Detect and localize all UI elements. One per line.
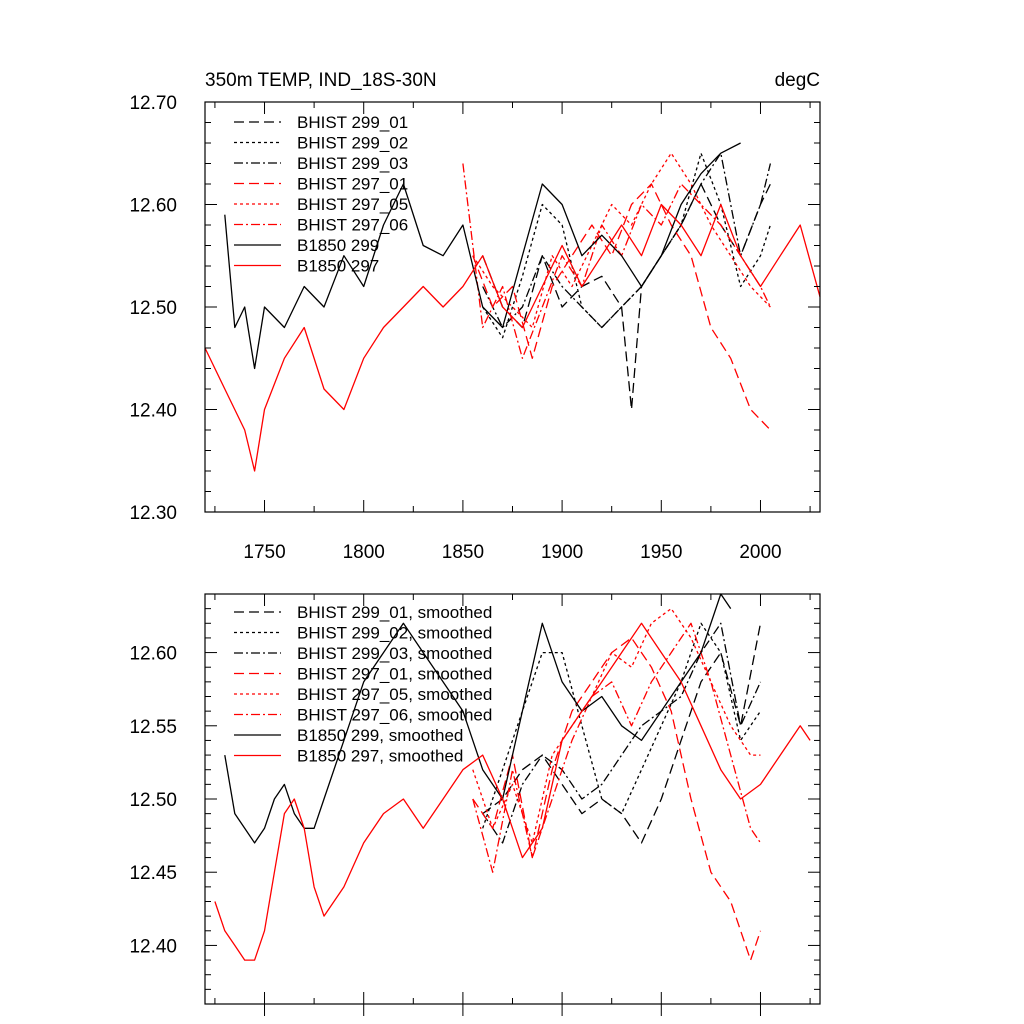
bottom-ytick-label: 12.45 xyxy=(129,863,177,884)
bottom-legend-label: BHIST 297_05, smoothed xyxy=(297,685,492,704)
bottom-legend-label: BHIST 297_01, smoothed xyxy=(297,665,492,684)
bottom-legend-label: BHIST 297_06, smoothed xyxy=(297,706,492,725)
top-panel-units: degC xyxy=(775,70,820,91)
top-ytick-label: 12.60 xyxy=(129,196,177,217)
top-legend-label: BHIST 299_03 xyxy=(297,154,408,173)
top-series-2-line xyxy=(482,152,772,329)
top-series-4-line xyxy=(472,152,771,329)
top-series-7-line xyxy=(204,203,821,472)
bottom-ytick-label: 12.40 xyxy=(129,936,177,957)
bottom-ytick-label: 12.55 xyxy=(129,717,177,738)
bottom-series-6-line xyxy=(224,593,732,844)
bottom-panel-legend: BHIST 299_01, smoothed BHIST 299_02, smoo… xyxy=(234,603,492,766)
bottom-panel-ticks: 12.40 12.45 12.50 12.55 12.60 xyxy=(129,593,820,1016)
bottom-series-2-line xyxy=(482,622,762,844)
bottom-ytick-label: 12.50 xyxy=(129,790,177,811)
top-legend-label: BHIST 297_01 xyxy=(297,175,408,194)
top-legend-label: BHIST 297_05 xyxy=(297,195,408,214)
bottom-legend-label: BHIST 299_01, smoothed xyxy=(297,603,492,622)
bottom-legend-label: BHIST 299_03, smoothed xyxy=(297,644,492,663)
top-xtick-label: 1950 xyxy=(640,542,682,563)
bottom-series-1-line xyxy=(482,622,762,829)
top-series-3-line xyxy=(472,183,771,431)
top-xtick-label: 1750 xyxy=(243,542,285,563)
top-legend-label: BHIST 299_01 xyxy=(297,113,408,132)
top-series-1-line xyxy=(482,152,772,339)
bottom-series-0-line xyxy=(482,623,762,844)
bottom-series-5-line xyxy=(472,622,762,873)
top-series-6-line xyxy=(224,142,741,370)
top-legend-label: B1850 297 xyxy=(297,257,379,276)
bottom-legend-label: B1850 299, smoothed xyxy=(297,726,463,745)
bottom-ytick-label: 12.60 xyxy=(129,644,177,665)
top-panel-title: 350m TEMP, IND_18S-30N xyxy=(205,70,437,91)
top-xtick-label: 1850 xyxy=(442,542,484,563)
bottom-legend-label: BHIST 299_02, smoothed xyxy=(297,624,492,643)
bottom-panel-series-group xyxy=(214,593,811,961)
top-ytick-label: 12.70 xyxy=(129,93,177,114)
top-panel-ticks: 1750 1800 1850 1900 1950 2000 12.30 12.40 12.50 1… xyxy=(129,93,820,563)
top-legend-label: BHIST 299_02 xyxy=(297,134,408,153)
top-panel: 1750 1800 1850 1900 1950 2000 12.30 12.40 12.50 1… xyxy=(129,70,821,563)
top-panel-series-group xyxy=(204,142,821,472)
bottom-legend-label: B1850 297, smoothed xyxy=(297,747,463,766)
top-ytick-label: 12.50 xyxy=(129,298,177,319)
top-legend-label: B1850 299 xyxy=(297,236,379,255)
bottom-series-3-line xyxy=(472,637,762,961)
top-xtick-label: 1900 xyxy=(541,542,583,563)
top-xtick-label: 1800 xyxy=(343,542,385,563)
top-legend-label: BHIST 297_06 xyxy=(297,216,408,235)
bottom-series-7-line xyxy=(214,622,811,961)
top-series-5-line xyxy=(462,163,771,359)
top-xtick-label: 2000 xyxy=(739,542,781,563)
bottom-series-4-line xyxy=(472,607,761,844)
top-ytick-label: 12.40 xyxy=(129,401,177,422)
top-ytick-label: 12.30 xyxy=(129,503,177,524)
bottom-panel: 12.40 12.45 12.50 12.55 12.60 BHIST 299_01, … xyxy=(129,593,821,1016)
